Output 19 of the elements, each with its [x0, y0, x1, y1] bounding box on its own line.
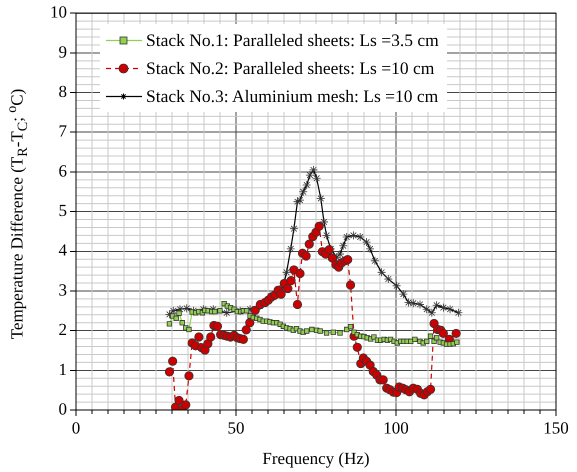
y-tick-label: 10	[50, 2, 67, 22]
x-axis-title: Frequency (Hz)	[261, 449, 371, 469]
y-tick-label: 8	[58, 82, 67, 102]
y-tick-label: 0	[58, 399, 67, 418]
x-tick-label: 0	[72, 418, 80, 438]
y-tick-label: 4	[58, 240, 68, 260]
y-tick-label: 6	[58, 161, 67, 180]
x-tick-label: 50	[228, 418, 244, 438]
y-tick-label: 3	[58, 280, 67, 300]
y-tick-label: 9	[58, 42, 67, 62]
y-tick-label: 1	[58, 360, 67, 379]
legend-label: Stack No.3: Aluminium mesh: Ls =10 cm	[146, 86, 438, 106]
x-tick-label: 100	[383, 418, 409, 438]
y-tick-label: 5	[58, 201, 67, 220]
y-tick-label: 7	[58, 122, 68, 141]
legend-label: Stack No.2: Paralleled sheets: Ls =10 cm	[146, 58, 434, 78]
x-tick-label: 150	[543, 418, 569, 438]
legend-label: Stack No.1: Paralleled sheets: Ls =3.5 cm	[146, 30, 439, 50]
y-tick-label: 2	[58, 320, 67, 340]
